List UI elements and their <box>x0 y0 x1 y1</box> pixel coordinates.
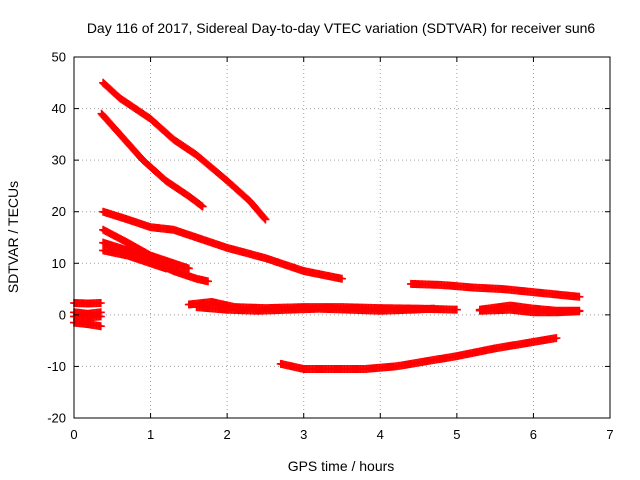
data-point <box>161 264 170 273</box>
x-tick-label: 2 <box>224 427 231 442</box>
x-tick-label: 4 <box>377 427 384 442</box>
axis-ticks: 0 1 2 3 4 5 6 7 -20 -10 0 10 20 30 40 50 <box>47 50 613 443</box>
data-point <box>197 201 206 210</box>
chart-title: Day 116 of 2017, Sidereal Day-to-day VTE… <box>87 20 596 36</box>
data-point <box>261 215 270 224</box>
y-tick-label: 50 <box>52 50 66 65</box>
x-tick-label: 0 <box>70 427 77 442</box>
y-axis-label: SDTVAR / TECUs <box>5 181 21 293</box>
x-tick-label: 7 <box>606 427 613 442</box>
x-axis-label: GPS time / hours <box>288 458 395 474</box>
data-point <box>452 305 461 314</box>
data-point <box>204 277 212 286</box>
y-tick-label: 10 <box>52 256 66 271</box>
data-point <box>96 322 105 331</box>
x-tick-label: 1 <box>147 427 154 442</box>
y-tick-label: -10 <box>47 359 66 374</box>
y-tick-label: 20 <box>52 204 66 219</box>
data-point <box>552 334 561 343</box>
plot-frame <box>73 56 611 419</box>
data-point <box>429 304 438 313</box>
x-tick-label: 3 <box>300 427 307 442</box>
x-tick-label: 6 <box>530 427 537 442</box>
data-point <box>575 292 584 301</box>
grid-lines <box>74 57 610 418</box>
data-point <box>184 264 193 273</box>
data-point <box>575 307 584 316</box>
data-point <box>198 202 207 211</box>
y-tick-label: 40 <box>52 101 66 116</box>
y-tick-label: 0 <box>59 307 66 322</box>
data-point <box>338 274 346 283</box>
data-point <box>260 214 269 223</box>
x-tick-label: 5 <box>453 427 460 442</box>
data-points <box>70 78 584 374</box>
data-point <box>96 298 105 307</box>
y-tick-label: -20 <box>47 411 66 426</box>
y-tick-label: 30 <box>52 153 66 168</box>
data-point <box>96 312 105 321</box>
